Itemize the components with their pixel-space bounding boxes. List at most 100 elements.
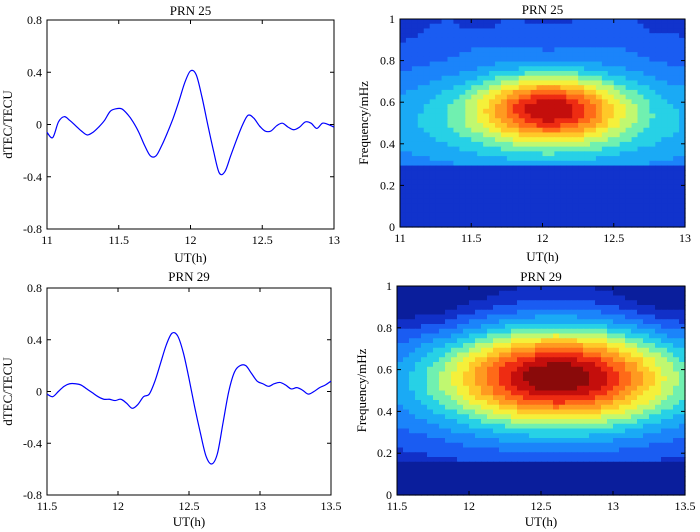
heatmap-cell [483,85,490,91]
heatmap-cell [625,33,633,39]
heatmap-cell [411,137,419,143]
heatmap-cell [667,433,674,439]
heatmap-cell [433,395,440,401]
heatmap-cell [649,471,656,477]
heatmap-cell [613,419,620,425]
heatmap-cell [403,466,410,472]
heatmap-cell [524,127,532,134]
heatmap-cell [631,333,638,339]
heatmap-cell [517,485,524,491]
heatmap-cell [661,461,668,468]
heatmap-cell [643,189,650,195]
heatmap-cell [403,457,410,463]
heatmap-cell [459,19,466,25]
heatmap-cell [637,300,644,306]
heatmap-cell [643,333,650,339]
heatmap-cell [524,113,532,119]
heatmap-cell [566,151,573,157]
heatmap-cell [679,85,686,91]
heatmap-cell [517,338,524,344]
heatmap-cell [637,66,645,72]
heatmap-cell [643,485,650,491]
heatmap-cell [554,127,561,134]
heatmap-cell [607,66,615,72]
heatmap-cell [541,404,548,411]
heatmap-cell [463,395,470,401]
heatmap-cell [637,85,645,91]
heatmap-cell [499,485,506,491]
heatmap-cell [542,212,550,219]
heatmap-cell [417,118,425,124]
heatmap-cell [397,357,404,363]
heatmap-cell [595,165,603,171]
heatmap-cell [475,338,482,344]
heatmap-cell [559,457,566,463]
heatmap-cell [427,428,434,434]
heatmap-cell [679,141,686,148]
heatmap-cell [547,314,554,320]
heatmap-cell [619,113,627,119]
heatmap-cell [441,37,449,44]
heatmap-cell [417,151,425,157]
heatmap-cell [511,490,518,496]
heatmap-cell [667,104,674,110]
x-tick-label: 11.5 [461,231,482,245]
heatmap-cell [453,160,460,167]
chart-title: PRN 29 [520,269,562,284]
heatmap-cell [601,198,609,204]
heatmap-cell [524,66,532,72]
heatmap-cell [411,127,419,134]
heatmap-cell [417,28,425,34]
heatmap-cell [553,390,560,396]
heatmap-cell [553,347,560,354]
heatmap-cell [429,198,437,204]
heatmap-cell [493,442,500,449]
heatmap-cell [661,295,668,301]
heatmap-cell [631,433,638,439]
heatmap-cell [655,61,662,67]
heatmap-cell [477,189,484,195]
heatmap-cell [524,118,532,124]
x-tick-label: 12.5 [603,231,624,245]
heatmap-cell [619,127,627,134]
heatmap-cell [530,113,538,119]
heatmap-cell [423,23,431,30]
heatmap-cell [489,113,496,119]
heatmap-cell [613,471,620,477]
heatmap-cell [423,89,431,96]
heatmap-cell [631,452,638,458]
heatmap-cell [417,42,425,48]
heatmap-cell [400,66,407,72]
heatmap-cell [518,94,526,100]
heatmap-cell [548,170,555,176]
heatmap-cell [523,343,530,349]
heatmap-cell [601,75,609,82]
heatmap-cell [453,104,460,110]
heatmap-cell [465,208,472,214]
heatmap-cell [583,338,590,344]
y-tick-label: 0 [36,118,42,132]
heatmap-cell [463,452,470,458]
heatmap-cell [541,343,548,349]
heatmap-cell [506,37,514,44]
heatmap-cell [631,447,638,453]
heatmap-cell [523,309,530,316]
heatmap-cell [433,338,440,344]
heatmap-cell [584,61,591,67]
heatmap-cell [679,319,686,325]
heatmap-cell [619,75,627,82]
heatmap-cell [417,113,425,119]
heatmap-cell [584,33,591,39]
heatmap-cell [445,295,452,301]
heatmap-cell [445,423,452,430]
heatmap-cell [655,476,662,482]
heatmap-cell [489,212,496,219]
chart-title: PRN 29 [168,269,210,284]
heatmap-cell [535,305,542,311]
heatmap-cell [483,151,490,157]
heatmap-cell [477,179,484,186]
heatmap-cell [553,423,560,430]
heatmap-cell [661,170,668,176]
heatmap-cell [499,461,506,468]
heatmap-cell [405,160,413,167]
